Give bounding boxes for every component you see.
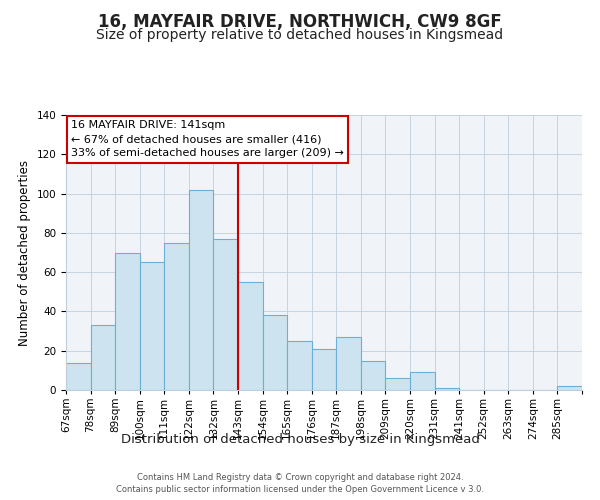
Bar (287, 341, 312, 390)
Bar (434, 388, 459, 390)
Y-axis label: Number of detached properties: Number of detached properties (18, 160, 31, 346)
Bar (385, 378, 410, 390)
Bar (312, 349, 336, 390)
Bar (214, 239, 238, 390)
Bar (238, 282, 263, 390)
Bar (140, 262, 164, 390)
Bar (336, 337, 361, 390)
Bar (66, 362, 91, 390)
Text: Size of property relative to detached houses in Kingsmead: Size of property relative to detached ho… (97, 28, 503, 42)
Text: Contains public sector information licensed under the Open Government Licence v : Contains public sector information licen… (116, 485, 484, 494)
Bar (410, 372, 434, 390)
Bar (263, 316, 287, 390)
Bar (557, 386, 582, 390)
Bar (115, 252, 140, 390)
Text: 16 MAYFAIR DRIVE: 141sqm
← 67% of detached houses are smaller (416)
33% of semi-: 16 MAYFAIR DRIVE: 141sqm ← 67% of detach… (71, 120, 344, 158)
Text: Distribution of detached houses by size in Kingsmead: Distribution of detached houses by size … (121, 432, 479, 446)
Bar (91, 325, 115, 390)
Bar (361, 360, 385, 390)
Bar (189, 190, 214, 390)
Bar (164, 242, 189, 390)
Text: 16, MAYFAIR DRIVE, NORTHWICH, CW9 8GF: 16, MAYFAIR DRIVE, NORTHWICH, CW9 8GF (98, 12, 502, 30)
Text: Contains HM Land Registry data © Crown copyright and database right 2024.: Contains HM Land Registry data © Crown c… (137, 472, 463, 482)
